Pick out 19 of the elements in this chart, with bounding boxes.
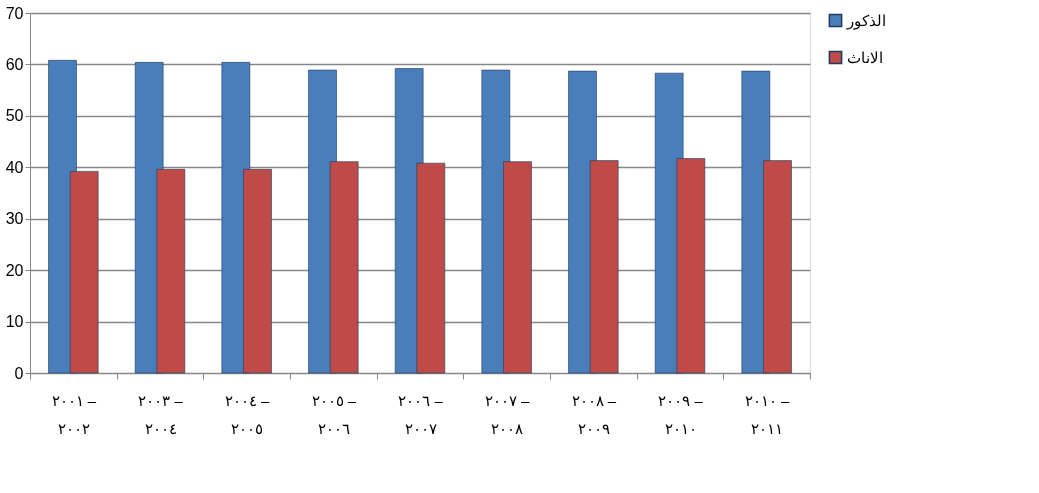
legend-label: الاناث xyxy=(847,48,883,66)
x-tick-label: ٢٠٠١ – ٢٠٠٢ xyxy=(51,391,97,437)
y-tick-label: 40 xyxy=(5,158,24,176)
x-tick-label: ٢٠٠٦ – ٢٠٠٧ xyxy=(398,391,444,437)
x-tick-label: ٢٠٠٩ – ٢٠١٠ xyxy=(658,391,704,437)
y-tick-label: 20 xyxy=(5,261,24,279)
y-tick-label: 70 xyxy=(5,4,24,22)
x-tick-label: ٢٠٠٣ – ٢٠٠٤ xyxy=(138,391,184,437)
legend-label: الذكور xyxy=(846,11,886,30)
y-tick-label: 30 xyxy=(5,210,24,228)
x-tick-label: ٢٠٠٨ – ٢٠٠٩ xyxy=(571,391,617,437)
y-tick-label: 60 xyxy=(5,55,24,73)
x-tick-label: ٢٠١٠ – ٢٠١١ xyxy=(744,391,791,437)
y-tick-label: 10 xyxy=(5,313,24,331)
y-tick-label: 0 xyxy=(14,364,24,382)
x-tick-label: ٢٠٠٤ – ٢٠٠٥ xyxy=(224,391,271,437)
x-tick-label: ٢٠٠٥ – ٢٠٠٦ xyxy=(311,391,357,437)
y-tick-label: 50 xyxy=(5,107,24,125)
x-tick-label: ٢٠٠٧ – ٢٠٠٨ xyxy=(484,391,531,437)
